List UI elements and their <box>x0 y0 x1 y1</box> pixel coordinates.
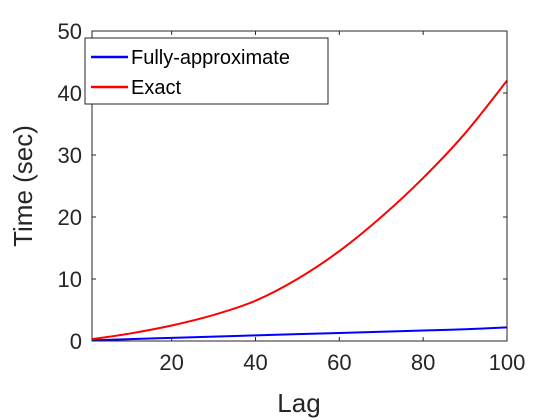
legend: Fully-approximate Exact <box>84 37 329 105</box>
x-tick-label: 80 <box>411 350 435 375</box>
series-line-exact <box>91 79 508 341</box>
y-tick-label: 0 <box>70 329 82 354</box>
x-tick-label: 100 <box>489 350 526 375</box>
y-tick-label: 10 <box>58 267 82 292</box>
x-tick-label: 20 <box>159 350 183 375</box>
legend-entry-label: Exact <box>131 77 181 99</box>
y-tick-label: 30 <box>58 143 82 168</box>
legend-entry-label: Fully-approximate <box>131 47 290 69</box>
x-axis-ticks: 20 40 60 80 100 <box>159 31 525 375</box>
x-tick-label: 40 <box>243 350 267 375</box>
y-tick-label: 40 <box>58 81 82 106</box>
series-line-fully-approximate <box>91 326 508 342</box>
x-axis-label: Lag <box>277 388 320 418</box>
series-layer <box>91 79 508 342</box>
legend-box <box>84 37 329 105</box>
y-axis-label: Time (sec) <box>8 125 38 247</box>
x-tick-label: 60 <box>327 350 351 375</box>
y-axis-ticks: 0 10 20 30 40 50 <box>58 19 507 354</box>
y-tick-label: 20 <box>58 205 82 230</box>
axes-box <box>91 30 508 342</box>
y-tick-label: 50 <box>58 19 82 44</box>
